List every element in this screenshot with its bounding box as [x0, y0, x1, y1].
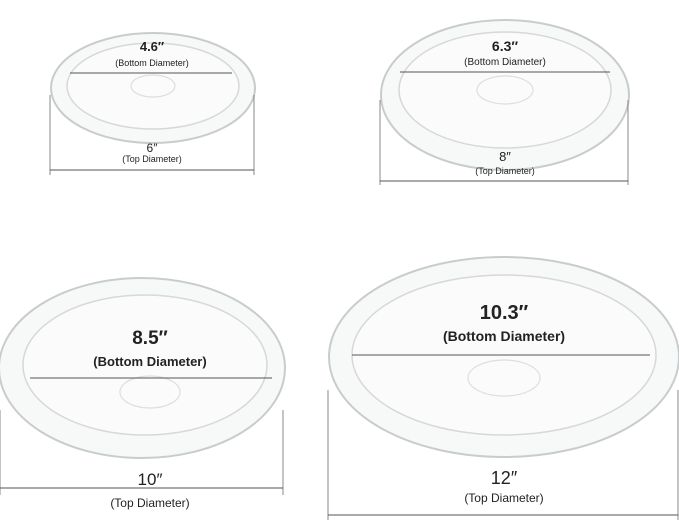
top-diameter-label: (Top Diameter)	[122, 154, 182, 164]
bottom-diameter-value: 8.5″	[132, 328, 168, 349]
saucer-12in: 10.3″ (Bottom Diameter) 12″ (Top Diamete…	[327, 256, 679, 520]
saucer-hub	[476, 75, 534, 105]
saucer-base	[66, 42, 240, 130]
top-diameter-value: 10″	[138, 470, 163, 489]
saucer-hub	[119, 375, 181, 409]
bottom-diameter-label: (Bottom Diameter)	[93, 354, 206, 369]
bottom-diameter-value: 6.3″	[492, 38, 518, 54]
saucer-8in: 6.3″ (Bottom Diameter) 8″ (Top Diameter)	[379, 19, 630, 185]
top-diameter-value: 6″	[147, 141, 159, 155]
bottom-diameter-label: (Bottom Diameter)	[115, 58, 189, 68]
top-diameter-label: (Top Diameter)	[110, 496, 189, 510]
top-diameter-value: 12″	[491, 468, 518, 488]
bottom-diameter-label: (Bottom Diameter)	[464, 57, 546, 68]
saucer-6in: 4.6″ (Bottom Diameter) 6″ (Top Diameter)	[49, 32, 256, 175]
bottom-diameter-value: 4.6″	[140, 39, 164, 54]
saucer-hub	[467, 359, 541, 397]
top-diameter-label: (Top Diameter)	[464, 491, 543, 505]
top-diameter-label: (Top Diameter)	[475, 166, 535, 176]
saucer-10in: 8.5″ (Bottom Diameter) 10″ (Top Diameter…	[0, 277, 286, 510]
saucer-base	[22, 294, 268, 436]
top-diameter-value: 8″	[499, 149, 511, 164]
bottom-diameter-label: (Bottom Diameter)	[443, 328, 565, 344]
bottom-diameter-value: 10.3″	[480, 302, 529, 324]
saucer-base	[398, 31, 612, 149]
saucer-hub	[130, 74, 176, 98]
